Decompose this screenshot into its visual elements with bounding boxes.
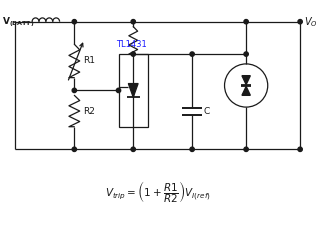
Circle shape bbox=[131, 20, 135, 24]
Text: $V_{trip} = \left(1 + \dfrac{R1}{R2}\right)V_{I(ref)}$: $V_{trip} = \left(1 + \dfrac{R1}{R2}\rig… bbox=[105, 178, 211, 205]
Polygon shape bbox=[242, 86, 250, 95]
Text: R2: R2 bbox=[83, 106, 95, 115]
Circle shape bbox=[244, 20, 248, 24]
Circle shape bbox=[131, 52, 135, 56]
Circle shape bbox=[131, 147, 135, 151]
Circle shape bbox=[244, 147, 248, 151]
Text: TL1431: TL1431 bbox=[116, 40, 147, 49]
Polygon shape bbox=[128, 83, 138, 97]
Circle shape bbox=[298, 20, 302, 24]
Circle shape bbox=[72, 20, 76, 24]
Text: C: C bbox=[204, 107, 210, 116]
Bar bbox=[118, 54, 148, 127]
Text: R1: R1 bbox=[83, 56, 95, 65]
Circle shape bbox=[72, 88, 76, 92]
Circle shape bbox=[72, 147, 76, 151]
Circle shape bbox=[244, 52, 248, 56]
Polygon shape bbox=[242, 76, 250, 85]
Circle shape bbox=[190, 147, 194, 151]
Circle shape bbox=[116, 88, 121, 92]
Circle shape bbox=[298, 147, 302, 151]
Text: $\mathbf{V_{(BATT)}}$: $\mathbf{V_{(BATT)}}$ bbox=[2, 15, 34, 29]
Text: $V_O$: $V_O$ bbox=[304, 15, 318, 29]
Circle shape bbox=[190, 52, 194, 56]
